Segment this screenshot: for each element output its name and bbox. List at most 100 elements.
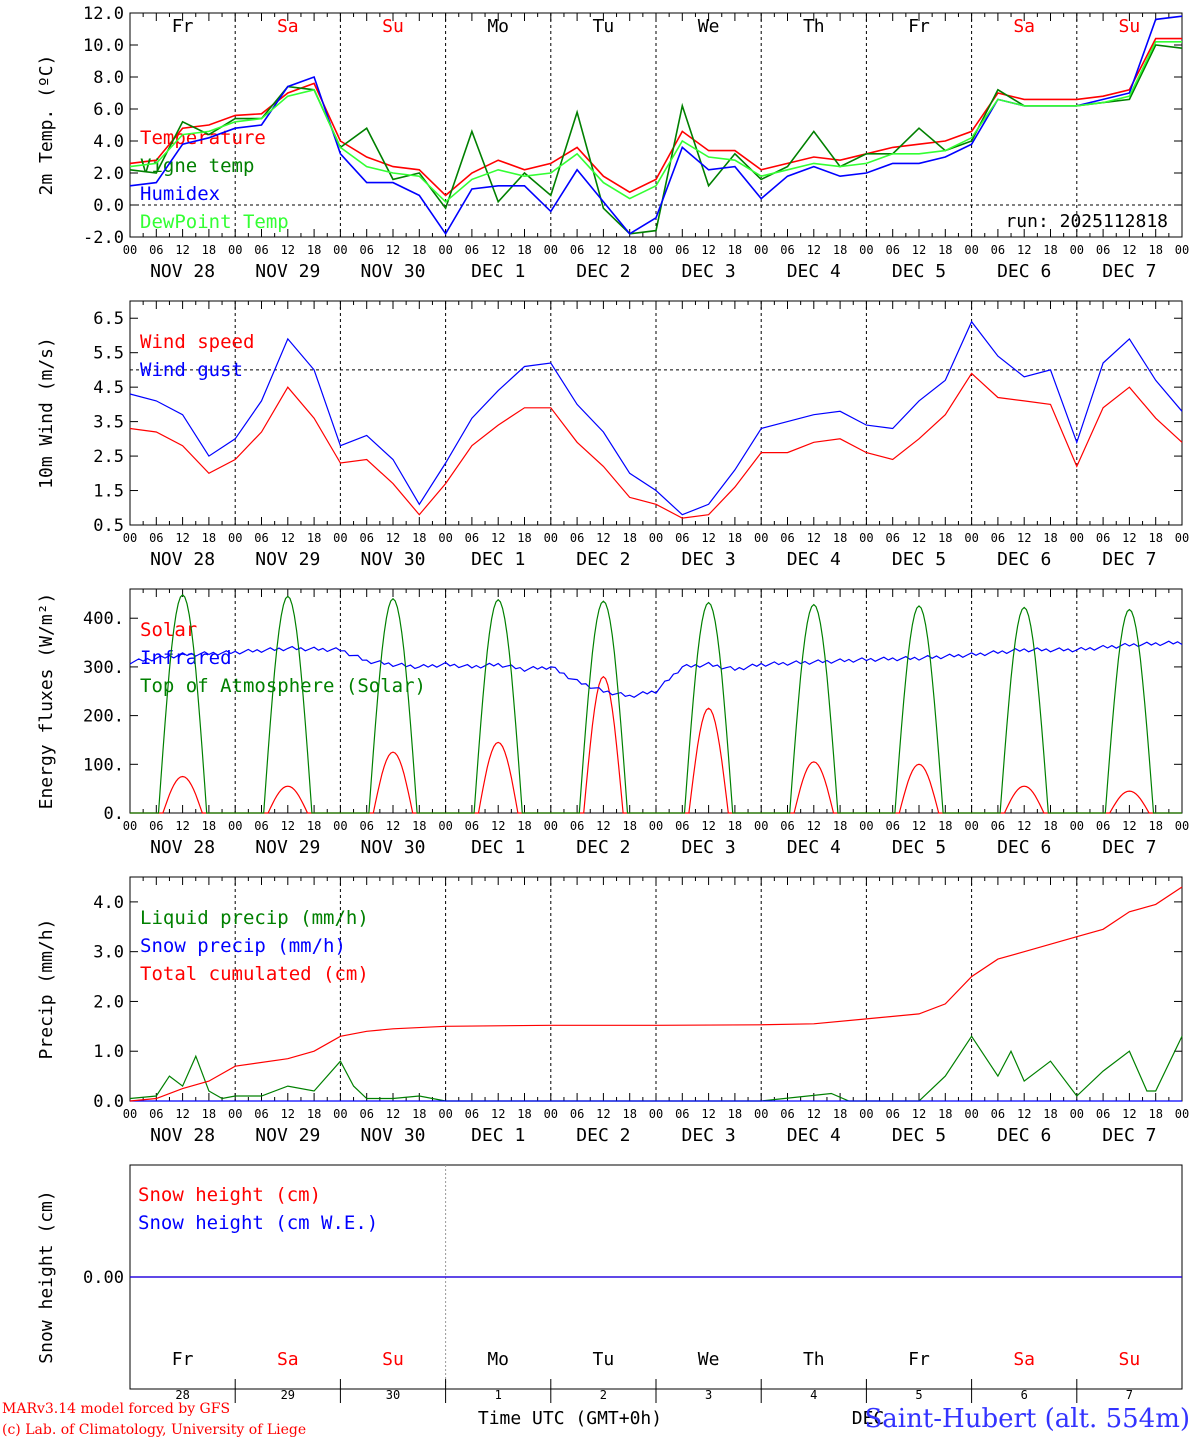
hour-tick-label: 18 — [1043, 1107, 1057, 1121]
hour-tick-label: 06 — [149, 243, 163, 257]
y-tick-label: 2.0 — [93, 164, 124, 184]
hour-tick-label: 06 — [570, 1107, 584, 1121]
date-label: DEC 4 — [787, 1125, 841, 1146]
date-label: DEC 3 — [682, 261, 736, 282]
series-line — [129, 320, 1183, 516]
y-tick-label: 8.0 — [93, 68, 124, 88]
weekday-label: Fr — [908, 1349, 930, 1370]
hour-tick-label: 00 — [964, 243, 978, 257]
hour-tick-label: 18 — [622, 243, 636, 257]
y-axis-label: Energy fluxes (W/m²) — [36, 593, 57, 810]
y-tick-label: 12.0 — [83, 4, 124, 24]
hour-tick-label: 18 — [1148, 531, 1162, 545]
hour-tick-label: 18 — [728, 531, 742, 545]
hour-tick-label: 18 — [728, 819, 742, 833]
hour-tick-label: 12 — [1122, 819, 1136, 833]
y-tick-label: 4.0 — [93, 132, 124, 152]
hour-tick-label: 18 — [202, 819, 216, 833]
y-tick-label: 6.5 — [93, 309, 124, 329]
legend-entry: Wind speed — [140, 331, 254, 353]
series-line — [129, 886, 1183, 1102]
hour-tick-label: 00 — [859, 531, 873, 545]
hour-tick-label: 00 — [754, 1107, 768, 1121]
hour-tick-label: 00 — [964, 1107, 978, 1121]
date-label: NOV 29 — [255, 549, 320, 570]
hour-tick-label: 00 — [123, 1107, 137, 1121]
day-number-label: 4 — [810, 1388, 817, 1402]
hour-tick-label: 12 — [912, 819, 926, 833]
hour-tick-label: 00 — [333, 243, 347, 257]
hour-tick-label: 00 — [1175, 531, 1189, 545]
hour-tick-label: 00 — [544, 819, 558, 833]
date-label: NOV 28 — [150, 1125, 215, 1146]
day-number-label: 2 — [600, 1388, 607, 1402]
y-axis-label: 2m Temp. (ºC) — [36, 55, 57, 196]
weekday-label-top: Sa — [1013, 16, 1035, 37]
hour-tick-label: 06 — [465, 819, 479, 833]
hour-tick-label: 00 — [123, 531, 137, 545]
hour-tick-label: 00 — [333, 1107, 347, 1121]
hour-tick-label: 06 — [359, 243, 373, 257]
hour-tick-label: 06 — [675, 243, 689, 257]
day-number-label: 3 — [705, 1388, 712, 1402]
hour-tick-label: 12 — [701, 243, 715, 257]
hour-tick-label: 18 — [517, 243, 531, 257]
hour-tick-label: 06 — [885, 243, 899, 257]
hour-tick-label: 12 — [807, 819, 821, 833]
hour-tick-label: 06 — [570, 243, 584, 257]
date-label: DEC 1 — [471, 549, 525, 570]
hour-tick-label: 12 — [701, 531, 715, 545]
hour-tick-label: 18 — [622, 1107, 636, 1121]
hour-tick-label: 12 — [386, 819, 400, 833]
hour-tick-label: 18 — [938, 531, 952, 545]
plot-frame — [129, 588, 1183, 814]
hour-tick-label: 18 — [938, 1107, 952, 1121]
y-tick-label: 1.5 — [93, 482, 124, 502]
hour-tick-label: 12 — [912, 531, 926, 545]
hour-tick-label: 00 — [438, 1107, 452, 1121]
series-line — [129, 44, 1183, 235]
hour-tick-label: 06 — [675, 819, 689, 833]
date-label: DEC 2 — [576, 549, 630, 570]
y-axis-label: Snow height (cm) — [36, 1190, 57, 1363]
hour-tick-label: 12 — [175, 531, 189, 545]
weekday-label-top: Fr — [172, 16, 194, 37]
date-label: DEC 5 — [892, 1125, 946, 1146]
hour-tick-label: 00 — [438, 819, 452, 833]
hour-tick-label: 12 — [491, 1107, 505, 1121]
y-tick-label: 300. — [83, 658, 124, 678]
y-tick-label: 100. — [83, 755, 124, 775]
hour-tick-label: 18 — [202, 243, 216, 257]
hour-tick-label: 00 — [333, 819, 347, 833]
date-label: DEC 7 — [1102, 837, 1156, 858]
weekday-label: Sa — [277, 1349, 299, 1370]
date-label: DEC 1 — [471, 837, 525, 858]
day-number-label: 29 — [281, 1388, 295, 1402]
hour-tick-label: 06 — [780, 819, 794, 833]
hour-tick-label: 12 — [596, 819, 610, 833]
hour-tick-label: 06 — [1096, 1107, 1110, 1121]
weekday-label-top: Mo — [487, 16, 509, 37]
date-label: DEC 6 — [997, 1125, 1051, 1146]
date-label: DEC 6 — [997, 837, 1051, 858]
hour-tick-label: 00 — [754, 531, 768, 545]
hour-tick-label: 18 — [202, 1107, 216, 1121]
date-label: DEC 2 — [576, 261, 630, 282]
y-tick-label: 4.0 — [93, 893, 124, 913]
hour-tick-label: 18 — [833, 819, 847, 833]
legend-entry: Snow height (cm W.E.) — [138, 1212, 378, 1234]
hour-tick-label: 18 — [1148, 243, 1162, 257]
legend-entry: Temperature — [140, 127, 266, 149]
hour-tick-label: 06 — [254, 1107, 268, 1121]
y-tick-label: 2.0 — [93, 992, 124, 1012]
series-line — [129, 41, 1182, 203]
hour-tick-label: 06 — [254, 243, 268, 257]
hour-tick-label: 06 — [149, 531, 163, 545]
hour-tick-label: 00 — [964, 531, 978, 545]
day-number-label: 28 — [175, 1388, 189, 1402]
hour-tick-label: 00 — [544, 243, 558, 257]
hour-tick-label: 18 — [307, 243, 321, 257]
hour-tick-label: 12 — [596, 243, 610, 257]
y-tick-label: 0. — [104, 804, 124, 824]
